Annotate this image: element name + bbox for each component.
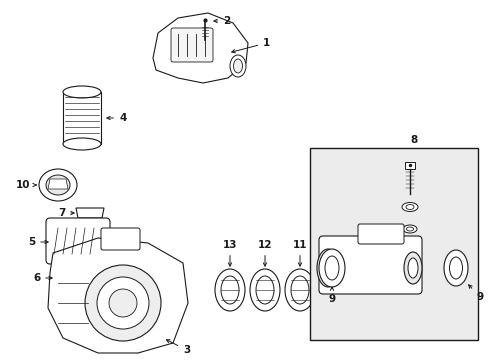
Ellipse shape <box>321 256 333 280</box>
Ellipse shape <box>249 269 280 311</box>
Ellipse shape <box>229 55 245 77</box>
Ellipse shape <box>63 86 101 98</box>
Ellipse shape <box>318 249 345 287</box>
FancyBboxPatch shape <box>171 28 213 62</box>
Ellipse shape <box>403 252 421 284</box>
Text: 12: 12 <box>257 240 272 266</box>
FancyBboxPatch shape <box>46 218 110 264</box>
FancyBboxPatch shape <box>101 228 140 250</box>
Ellipse shape <box>233 59 242 73</box>
Ellipse shape <box>405 204 413 210</box>
Text: 3: 3 <box>166 340 190 355</box>
Ellipse shape <box>39 169 77 201</box>
Text: 7: 7 <box>58 208 74 218</box>
Polygon shape <box>48 238 187 353</box>
Text: 5: 5 <box>28 237 48 247</box>
Text: 10: 10 <box>16 180 36 190</box>
Ellipse shape <box>46 175 70 195</box>
Ellipse shape <box>401 202 417 212</box>
Text: 9: 9 <box>468 285 483 302</box>
Ellipse shape <box>221 276 239 304</box>
Ellipse shape <box>55 267 81 289</box>
Ellipse shape <box>63 138 101 150</box>
Ellipse shape <box>443 250 467 286</box>
Text: 9: 9 <box>328 287 335 304</box>
Polygon shape <box>48 179 68 189</box>
Bar <box>309 148 477 340</box>
Ellipse shape <box>60 271 76 285</box>
Ellipse shape <box>402 225 416 233</box>
Text: 8: 8 <box>410 135 417 145</box>
FancyBboxPatch shape <box>318 236 421 294</box>
Ellipse shape <box>290 276 308 304</box>
Text: 11: 11 <box>292 240 306 266</box>
Bar <box>63 92 101 144</box>
Text: 1: 1 <box>231 38 270 53</box>
Bar <box>404 162 414 169</box>
Text: 4: 4 <box>107 113 126 123</box>
Circle shape <box>109 289 137 317</box>
Polygon shape <box>76 208 104 218</box>
Circle shape <box>85 265 161 341</box>
Text: 13: 13 <box>223 240 237 266</box>
Bar <box>201 18 208 23</box>
Polygon shape <box>153 13 247 83</box>
Ellipse shape <box>407 258 417 278</box>
Ellipse shape <box>215 269 244 311</box>
Text: 2: 2 <box>213 16 230 26</box>
Ellipse shape <box>325 256 338 280</box>
Text: 6: 6 <box>33 273 52 283</box>
Circle shape <box>97 277 149 329</box>
Ellipse shape <box>285 269 314 311</box>
Ellipse shape <box>448 257 462 279</box>
Ellipse shape <box>316 249 338 287</box>
Ellipse shape <box>256 276 273 304</box>
FancyBboxPatch shape <box>357 224 403 244</box>
Ellipse shape <box>406 227 413 231</box>
